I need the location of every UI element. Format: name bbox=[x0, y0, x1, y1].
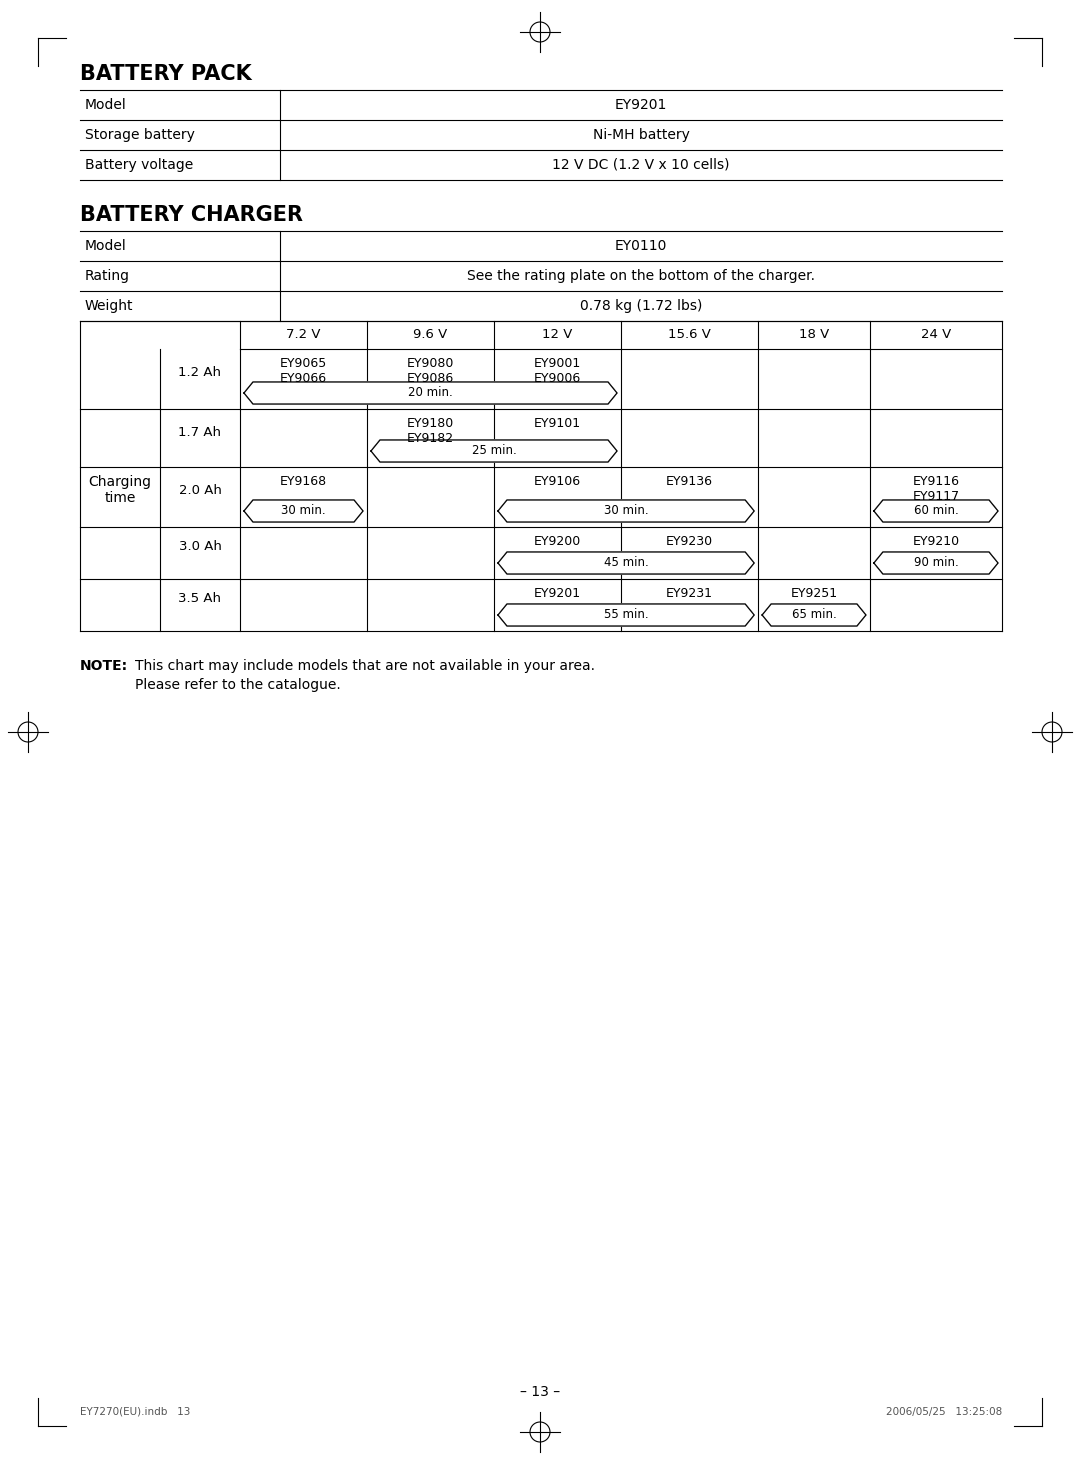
Text: 12 V: 12 V bbox=[542, 328, 572, 341]
Text: 12 V DC (1.2 V x 10 cells): 12 V DC (1.2 V x 10 cells) bbox=[552, 158, 730, 171]
Polygon shape bbox=[762, 605, 866, 627]
Text: EY9201: EY9201 bbox=[534, 587, 581, 600]
Text: EY9136: EY9136 bbox=[666, 474, 713, 488]
Text: Storage battery: Storage battery bbox=[85, 127, 194, 142]
Text: EY9251: EY9251 bbox=[791, 587, 838, 600]
Text: 60 min.: 60 min. bbox=[914, 505, 958, 517]
Text: EY9201: EY9201 bbox=[615, 98, 667, 113]
Text: EY9230: EY9230 bbox=[666, 534, 713, 548]
Text: BATTERY CHARGER: BATTERY CHARGER bbox=[80, 205, 303, 225]
Text: 15.6 V: 15.6 V bbox=[669, 328, 711, 341]
Text: 3.0 Ah: 3.0 Ah bbox=[178, 540, 221, 553]
Text: EY9065
EY9066: EY9065 EY9066 bbox=[280, 357, 327, 385]
Text: 90 min.: 90 min. bbox=[914, 556, 958, 569]
Polygon shape bbox=[498, 552, 754, 574]
Text: EY9101: EY9101 bbox=[534, 417, 581, 430]
Text: 7.2 V: 7.2 V bbox=[286, 328, 321, 341]
Text: EY9080
EY9086: EY9080 EY9086 bbox=[407, 357, 455, 385]
Text: EY7270(EU).indb   13: EY7270(EU).indb 13 bbox=[80, 1407, 190, 1417]
Text: Model: Model bbox=[85, 98, 126, 113]
Text: 9.6 V: 9.6 V bbox=[414, 328, 447, 341]
Text: EY0110: EY0110 bbox=[615, 239, 667, 253]
Polygon shape bbox=[874, 501, 998, 523]
Polygon shape bbox=[244, 382, 617, 404]
Text: 1.7 Ah: 1.7 Ah bbox=[178, 426, 221, 439]
Text: – 13 –: – 13 – bbox=[519, 1385, 561, 1400]
Text: 2006/05/25   13:25:08: 2006/05/25 13:25:08 bbox=[886, 1407, 1002, 1417]
Text: 20 min.: 20 min. bbox=[408, 386, 453, 400]
Text: Rating: Rating bbox=[85, 269, 130, 283]
Text: 0.78 kg (1.72 lbs): 0.78 kg (1.72 lbs) bbox=[580, 299, 702, 313]
Text: 25 min.: 25 min. bbox=[472, 445, 516, 457]
Text: 3.5 Ah: 3.5 Ah bbox=[178, 593, 221, 606]
Polygon shape bbox=[498, 501, 754, 523]
Text: See the rating plate on the bottom of the charger.: See the rating plate on the bottom of th… bbox=[467, 269, 815, 283]
Text: Model: Model bbox=[85, 239, 126, 253]
Text: Please refer to the catalogue.: Please refer to the catalogue. bbox=[135, 678, 341, 692]
Text: EY9231: EY9231 bbox=[666, 587, 713, 600]
Text: 30 min.: 30 min. bbox=[604, 505, 648, 517]
Text: Charging
time: Charging time bbox=[89, 474, 151, 505]
Text: EY9180
EY9182: EY9180 EY9182 bbox=[407, 417, 454, 445]
Text: EY9106: EY9106 bbox=[534, 474, 581, 488]
Text: EY9210: EY9210 bbox=[913, 534, 959, 548]
Text: Battery voltage: Battery voltage bbox=[85, 158, 193, 171]
Polygon shape bbox=[498, 605, 754, 627]
Polygon shape bbox=[874, 552, 998, 574]
Text: EY9116
EY9117: EY9116 EY9117 bbox=[913, 474, 959, 504]
Text: NOTE:: NOTE: bbox=[80, 659, 129, 673]
Text: EY9168: EY9168 bbox=[280, 474, 327, 488]
Text: BATTERY PACK: BATTERY PACK bbox=[80, 64, 252, 83]
Text: 45 min.: 45 min. bbox=[604, 556, 648, 569]
Polygon shape bbox=[244, 501, 363, 523]
Polygon shape bbox=[372, 441, 617, 463]
Text: 2.0 Ah: 2.0 Ah bbox=[178, 485, 221, 498]
Text: 30 min.: 30 min. bbox=[281, 505, 326, 517]
Text: EY9200: EY9200 bbox=[534, 534, 581, 548]
Text: 55 min.: 55 min. bbox=[604, 609, 648, 622]
Text: 65 min.: 65 min. bbox=[792, 609, 836, 622]
Text: 24 V: 24 V bbox=[921, 328, 951, 341]
Text: 1.2 Ah: 1.2 Ah bbox=[178, 366, 221, 379]
Text: This chart may include models that are not available in your area.: This chart may include models that are n… bbox=[135, 659, 595, 673]
Text: Weight: Weight bbox=[85, 299, 134, 313]
Text: 18 V: 18 V bbox=[799, 328, 829, 341]
Text: Ni-MH battery: Ni-MH battery bbox=[593, 127, 689, 142]
Text: EY9001
EY9006: EY9001 EY9006 bbox=[534, 357, 581, 385]
